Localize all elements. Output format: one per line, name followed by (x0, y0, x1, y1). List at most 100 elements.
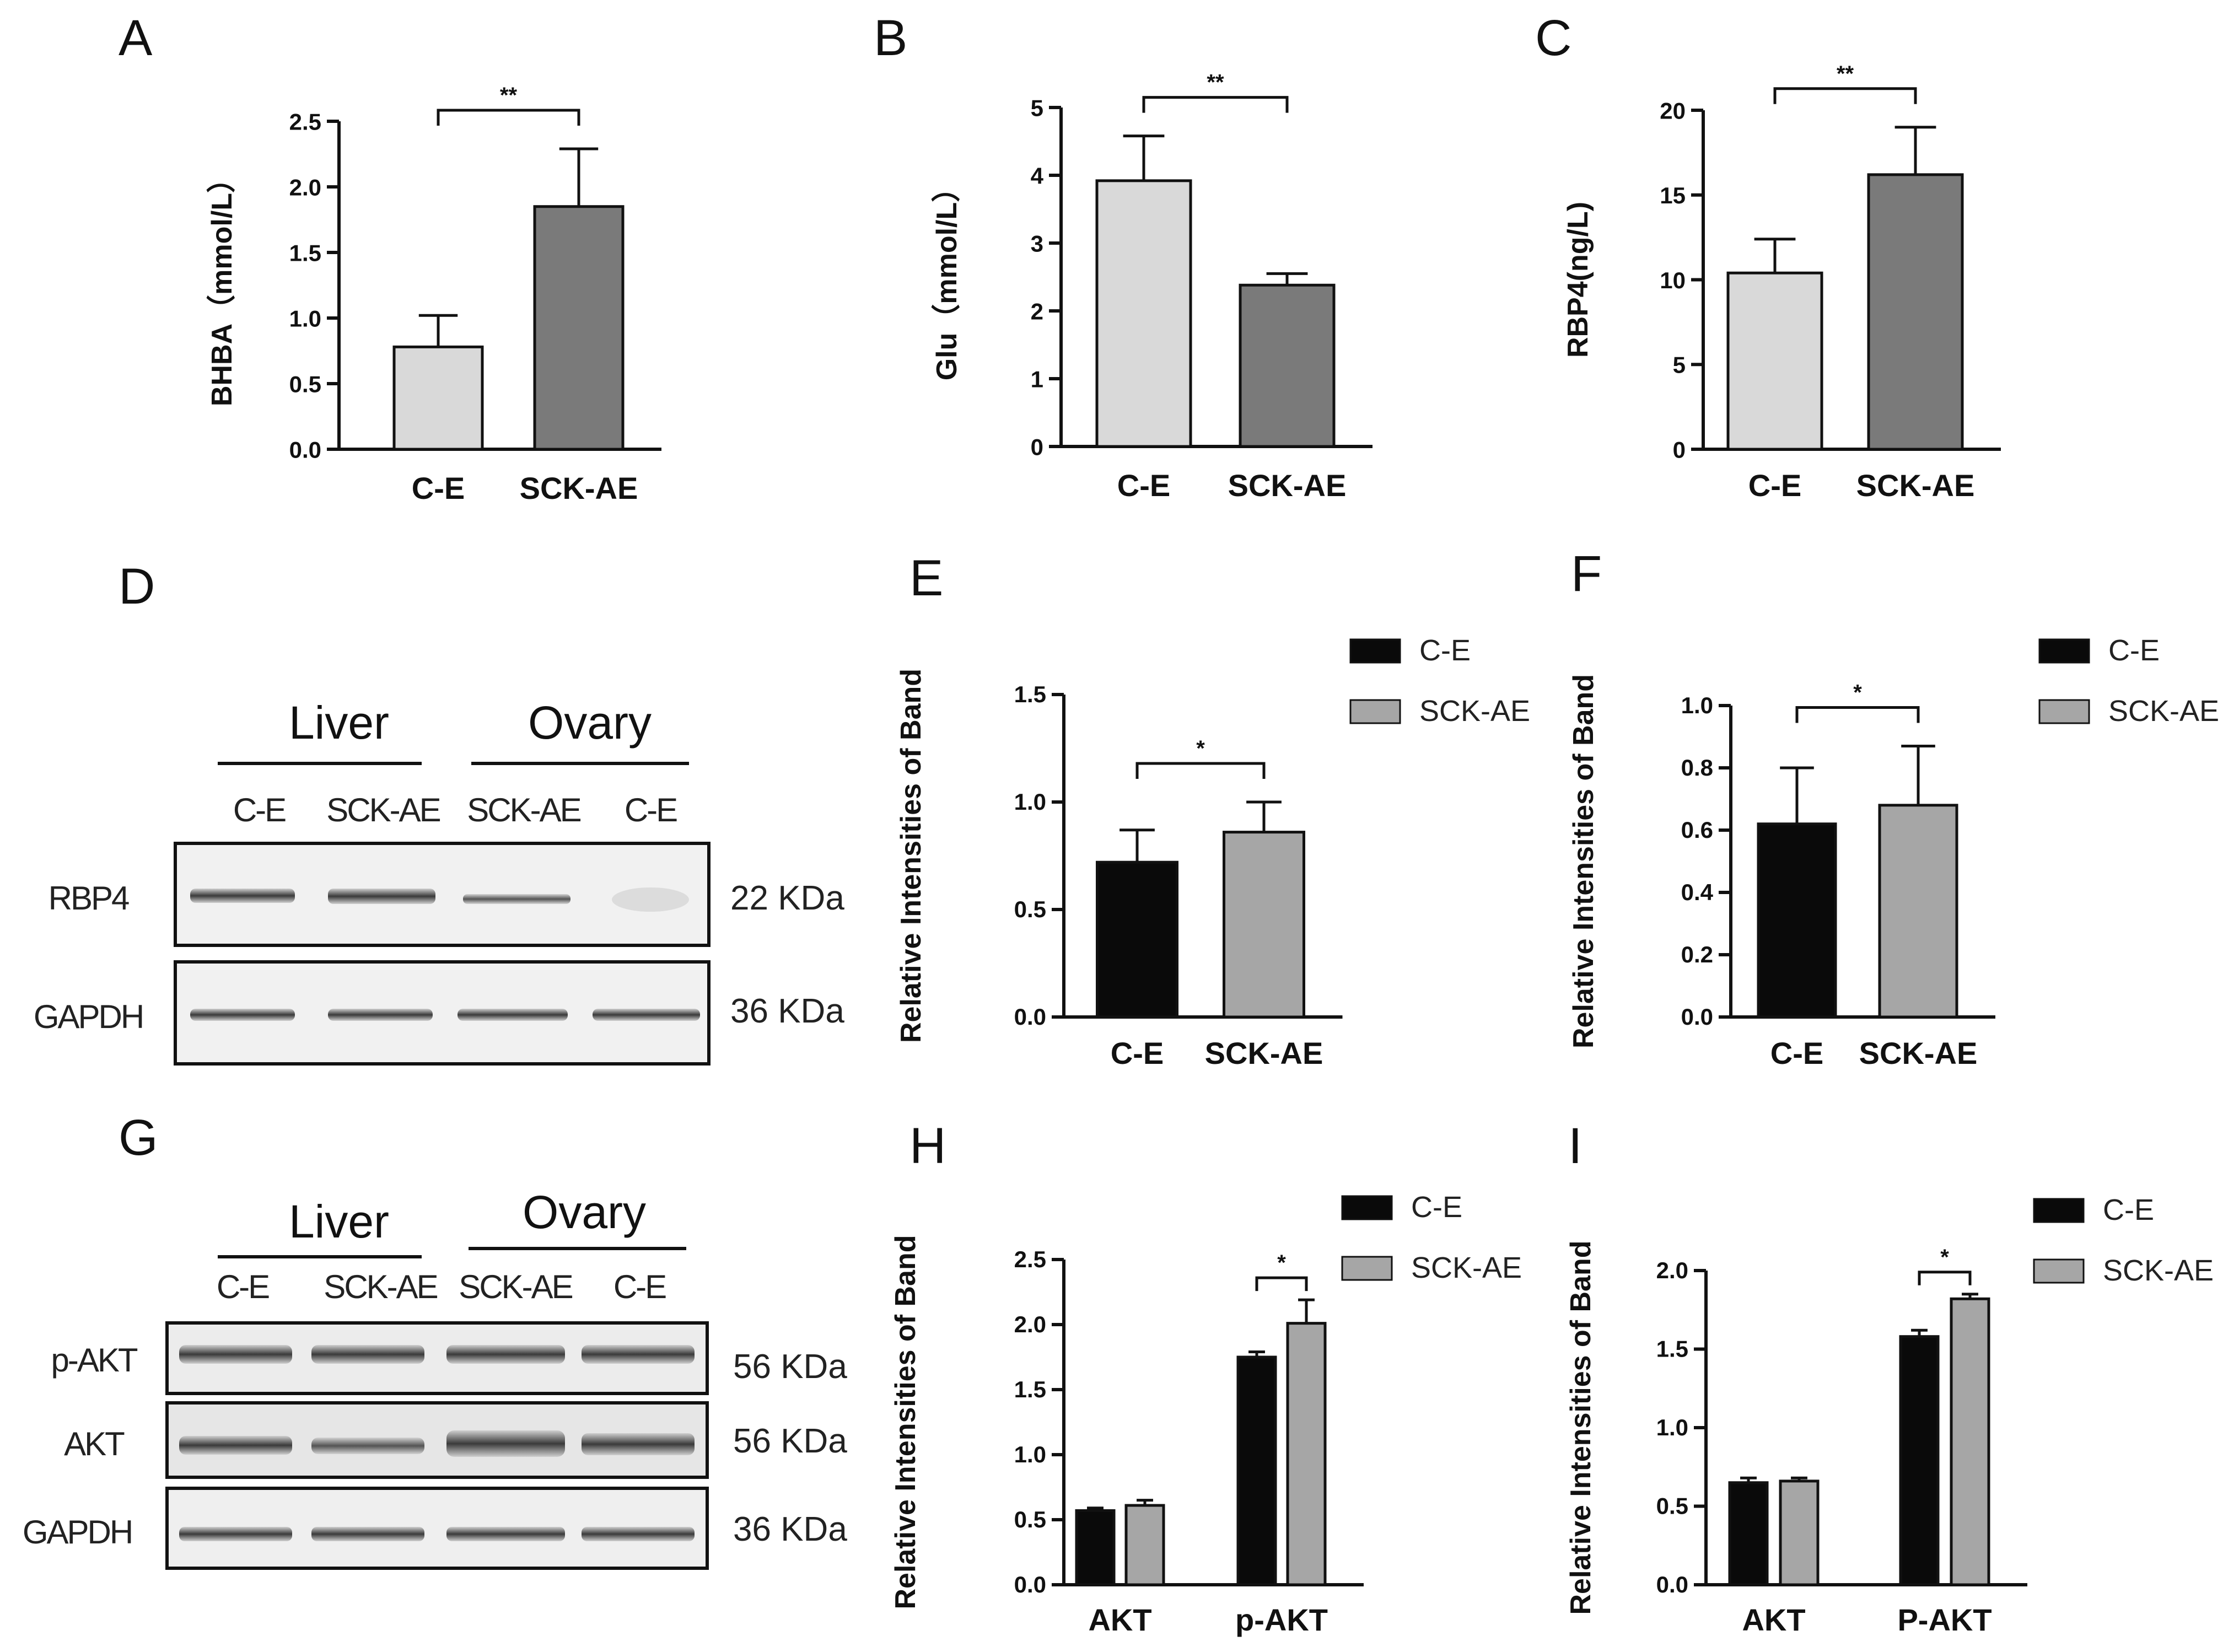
chart-h: 0.0 0.5 1.0 1.5 2.0 2.5 Relative Intensities o… (890, 1191, 1522, 1637)
blot-d-lane-2: SCK-AE (326, 792, 440, 828)
blot-g-band-pakt-3 (446, 1345, 565, 1364)
chart-i-legend-swatch (2033, 1198, 2085, 1223)
panel-label-e: E (909, 550, 943, 606)
blot-g-kda-pakt: 56 KDa (733, 1348, 847, 1386)
chart-b-tick-label: 0 (1031, 434, 1043, 460)
chart-f-significance-bracket (1795, 706, 1920, 723)
blot-d-band-gapdh-2 (328, 1009, 433, 1021)
blot-g-row-label-pakt: p-AKT (51, 1342, 137, 1379)
blot-g-tissue-ovary: Ovary (523, 1186, 646, 1238)
western-blot-d: Liver Ovary C-E SCK-AE SCK-AE C-E RBP4 2… (34, 697, 844, 1066)
blot-g-lane-4: C-E (613, 1268, 666, 1305)
chart-i-bar-1-1 (1950, 1297, 1990, 1586)
chart-c-tick-label: 0 (1673, 437, 1686, 462)
chart-h-category-label: AKT (1088, 1602, 1151, 1637)
chart-a-significance-stars: ** (500, 83, 518, 107)
chart-i-tick-label: 1.0 (1656, 1414, 1688, 1440)
chart-h-category-label: p-AKT (1235, 1602, 1328, 1637)
chart-e-tick-label: 0.0 (1014, 1004, 1046, 1030)
chart-i-bar-0-0 (1728, 1481, 1769, 1586)
chart-a-significance-bracket (437, 109, 580, 126)
blot-d-band-rbp4-2 (328, 889, 435, 904)
chart-h-bar-0-0 (1075, 1509, 1116, 1586)
chart-a-bar-1 (533, 205, 625, 451)
chart-i-tick-label: 0.5 (1656, 1493, 1688, 1519)
chart-b-y-label: Glu（mmol/L） (931, 174, 963, 381)
blot-d-lane-1: C-E (233, 792, 286, 828)
chart-h-tick-label: 1.0 (1014, 1441, 1046, 1467)
blot-g-band-gapdh-4 (582, 1527, 695, 1541)
chart-b-tick-label: 5 (1031, 95, 1043, 121)
chart-i: 0.0 0.5 1.0 1.5 2.0 Relative Intensities of B… (1565, 1193, 2214, 1637)
blot-g-tissue-liver: Liver (289, 1196, 389, 1247)
chart-a-bar-0 (392, 345, 484, 451)
chart-h-tick-label: 0.0 (1014, 1572, 1046, 1597)
chart-f-tick-label: 0.8 (1681, 755, 1713, 781)
chart-a-category-label: C-E (412, 471, 465, 505)
blot-g-band-akt-3 (446, 1430, 565, 1457)
blot-g-band-akt-2 (311, 1438, 424, 1454)
chart-c-significance-stars: ** (1837, 62, 1854, 86)
chart-f-tick-label: 1.0 (1681, 692, 1713, 718)
chart-c-bar-0 (1726, 271, 1823, 451)
chart-a-tick-label: 0.5 (289, 371, 321, 397)
chart-e-significance-stars: * (1196, 736, 1205, 761)
chart-b-category-label: C-E (1117, 468, 1170, 503)
blot-d-kda-rbp4: 22 KDa (730, 879, 844, 917)
chart-b-significance-stars: ** (1207, 71, 1224, 95)
chart-b-category-label: SCK-AE (1228, 468, 1347, 503)
blot-g-lane-2: SCK-AE (324, 1268, 437, 1305)
chart-h-legend-swatch (1341, 1195, 1393, 1220)
chart-i-significance-stars: * (1940, 1245, 1949, 1269)
blot-d-band-gapdh-4 (593, 1009, 700, 1021)
blot-d-band-gapdh-3 (458, 1009, 568, 1021)
blot-d-lane-3: SCK-AE (467, 792, 580, 828)
blot-g-band-akt-1 (179, 1436, 292, 1455)
chart-f: 0.0 0.2 0.4 0.6 0.8 1.0 Relative Intensities o… (1568, 634, 2219, 1070)
chart-h-tick-label: 1.5 (1014, 1376, 1046, 1402)
chart-e-category-label: SCK-AE (1205, 1036, 1323, 1070)
chart-f-tick-label: 0.2 (1681, 941, 1713, 967)
panel-label-a: A (119, 10, 153, 66)
chart-h-bar-0-1 (1124, 1504, 1165, 1586)
chart-e-legend-label: C-E (1419, 634, 1471, 667)
chart-a-tick-label: 2.0 (289, 174, 321, 200)
chart-f-tick-label: 0.6 (1681, 817, 1713, 843)
chart-f-bar-1 (1878, 804, 1958, 1019)
chart-a-tick-label: 1.0 (289, 305, 321, 331)
blot-d-row-label-gapdh: GAPDH (34, 998, 143, 1035)
chart-f-legend-swatch (2038, 699, 2090, 724)
chart-a-category-label: SCK-AE (520, 471, 638, 505)
blot-d-lane-4: C-E (625, 792, 677, 828)
blot-d-band-rbp4-3 (463, 894, 570, 904)
chart-f-y-label: Relative Intensities of Band (1568, 674, 1600, 1048)
chart-e: 0.0 0.5 1.0 1.5 Relative Intensities of Band… (895, 634, 1530, 1070)
chart-h-tick-label: 2.0 (1014, 1311, 1046, 1337)
blot-g-row-label-gapdh: GAPDH (23, 1514, 132, 1551)
chart-e-legend-swatch (1349, 699, 1401, 724)
chart-e-tick-label: 0.5 (1014, 896, 1046, 922)
chart-i-y-label: Relative Intensities of Band (1565, 1240, 1597, 1615)
blot-d-row-label-rbp4: RBP4 (49, 880, 129, 917)
chart-c-significance-bracket (1773, 87, 1917, 104)
blot-d-tissue-liver: Liver (289, 697, 389, 749)
chart-b-tick-label: 2 (1031, 298, 1043, 324)
blot-g-band-pakt-2 (311, 1345, 424, 1364)
chart-c: 0 5 10 15 20 RBP4(ng/L) C-E SCK-AE ** (1562, 62, 2001, 503)
chart-e-tick-label: 1.0 (1014, 789, 1046, 815)
blot-d-band-rbp4-1 (190, 889, 295, 903)
chart-c-category-label: C-E (1748, 468, 1801, 503)
chart-c-tick-label: 15 (1660, 182, 1686, 208)
panel-label-i: I (1568, 1118, 1583, 1174)
chart-b-tick-label: 1 (1031, 366, 1043, 392)
chart-f-significance-stars: * (1853, 680, 1862, 704)
blot-g-band-pakt-1 (179, 1345, 292, 1364)
chart-c-tick-label: 5 (1673, 352, 1686, 378)
western-blot-g: Liver Ovary C-E SCK-AE SCK-AE C-E p-AKT … (23, 1186, 847, 1570)
blot-g-kda-gapdh: 36 KDa (733, 1510, 847, 1548)
chart-e-category-label: C-E (1111, 1036, 1164, 1070)
chart-f-legend-swatch (2038, 638, 2090, 664)
blot-g-lane-3: SCK-AE (459, 1268, 572, 1305)
chart-b-bar-1 (1239, 283, 1336, 448)
